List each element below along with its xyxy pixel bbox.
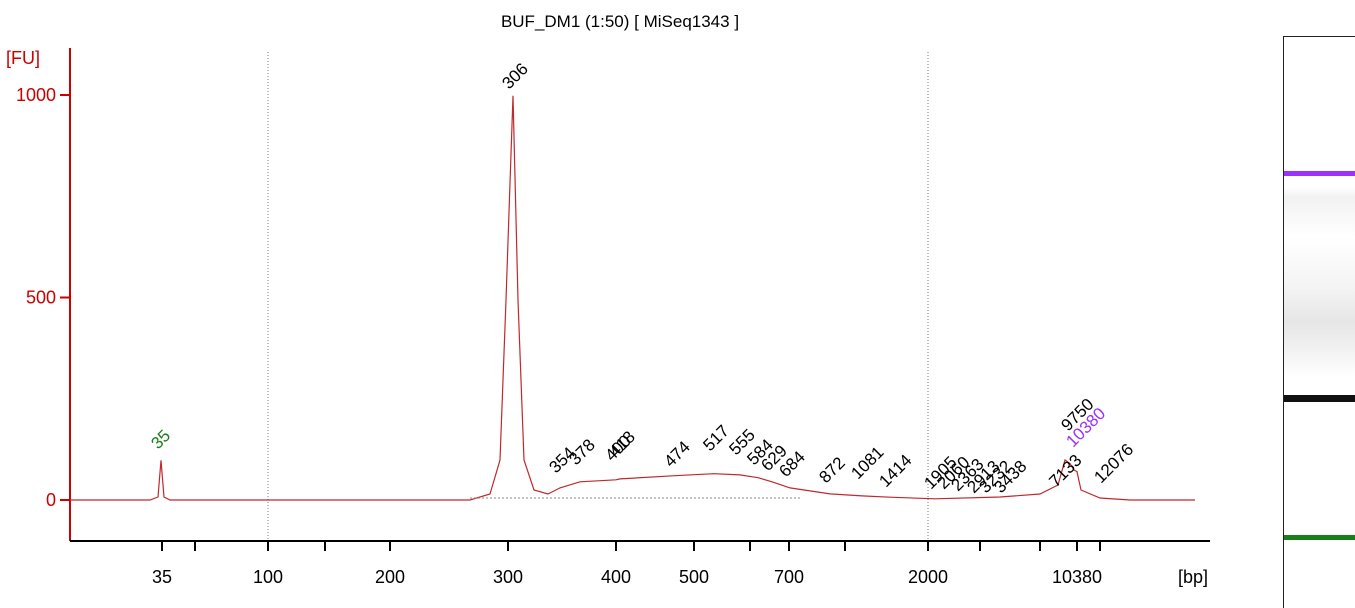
axes: 0 500 1000 35 100 200 300 400 500 700 2000 10380: [16, 48, 1210, 587]
x-axis-unit-label: [bp]: [1178, 567, 1208, 587]
x-tick-label: 400: [601, 567, 631, 587]
x-tick-label: 10380: [1052, 567, 1102, 587]
x-tick-label: 700: [774, 567, 804, 587]
x-tick-label: 200: [375, 567, 405, 587]
peak-label: 35: [147, 426, 174, 453]
gel-band-upper-marker: [1284, 171, 1355, 176]
peak-label: 517: [699, 421, 732, 454]
gel-band-main: [1284, 395, 1355, 402]
peak-label: 872: [815, 453, 848, 486]
y-tick-label: 0: [46, 490, 56, 510]
gel-band-lower-marker: [1284, 535, 1355, 540]
x-tick-label: 35: [152, 567, 172, 587]
signal-trace: [70, 95, 1195, 501]
x-tick-label: 2000: [908, 567, 948, 587]
peak-label: 12076: [1090, 440, 1137, 487]
gel-lane: [1283, 36, 1355, 608]
electropherogram-plot: BUF_DM1 (1:50) [ MiSeq1343 ] [FU] [bp] 0…: [6, 12, 1210, 587]
peak-label: 474: [660, 437, 693, 470]
y-tick-label: 1000: [16, 85, 56, 105]
grid-lines: [267, 52, 929, 541]
x-tick-label: 100: [253, 567, 283, 587]
y-tick-label: 500: [26, 288, 56, 308]
trace-group: [70, 95, 1195, 501]
chart-title: BUF_DM1 (1:50) [ MiSeq1343 ]: [501, 12, 739, 31]
x-tick-label: 300: [493, 567, 523, 587]
x-tick-label: 500: [679, 567, 709, 587]
y-axis-unit-label: [FU]: [6, 48, 40, 68]
peak-label: 306: [498, 59, 531, 92]
